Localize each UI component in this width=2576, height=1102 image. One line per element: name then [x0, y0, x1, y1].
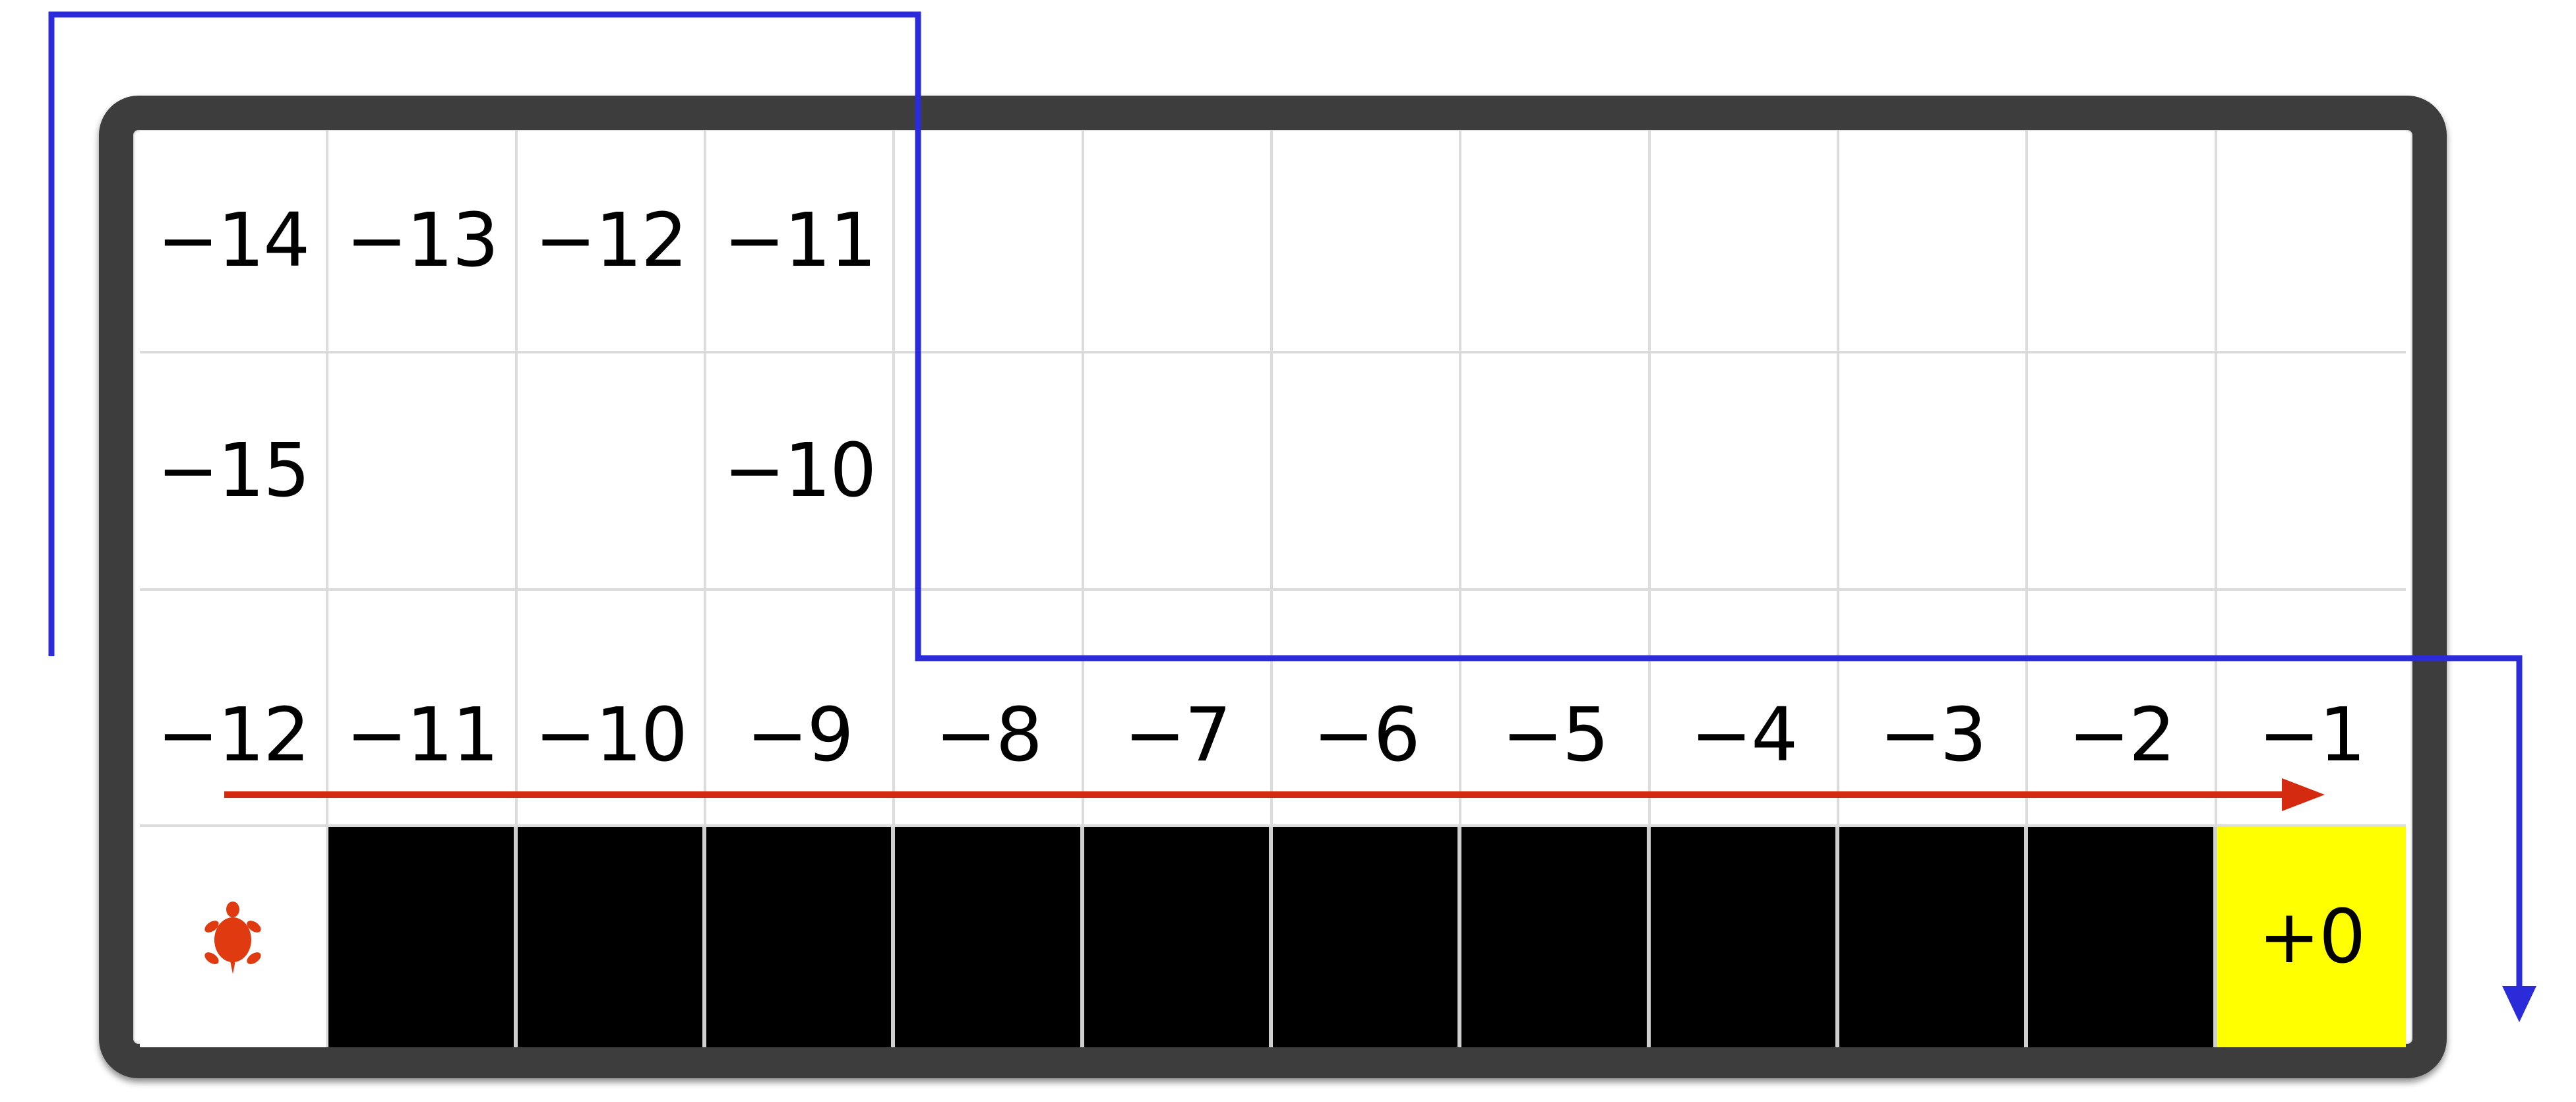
grid-cell	[1839, 131, 2029, 353]
grid-cell: −12	[517, 131, 706, 353]
grid-cell	[328, 353, 518, 591]
grid-cell	[2217, 131, 2406, 353]
black-cell	[706, 827, 896, 1047]
turtle-cell	[140, 827, 329, 1047]
black-cell	[517, 827, 706, 1047]
black-cell	[1650, 827, 1839, 1047]
grid-cell	[2028, 131, 2217, 353]
number-label: −4	[1650, 591, 1839, 827]
grid-cell	[1084, 131, 1273, 353]
turtle-icon	[204, 902, 261, 974]
grid-cell: −15	[140, 353, 329, 591]
black-cell	[1839, 827, 2029, 1047]
number-label: −10	[517, 591, 706, 827]
grid-cell	[1273, 353, 1462, 591]
black-cell	[1273, 827, 1462, 1047]
goal-cell: +0	[2217, 827, 2406, 1047]
grid-cell	[1839, 353, 2029, 591]
black-cell	[895, 827, 1084, 1047]
grid-cell	[1461, 353, 1651, 591]
number-label: −9	[706, 591, 896, 827]
black-cell	[1461, 827, 1651, 1047]
grid-cell	[1273, 131, 1462, 353]
grid-cell	[895, 353, 1084, 591]
grid-cell	[2217, 353, 2406, 591]
number-label: −8	[895, 591, 1084, 827]
number-label: −2	[2028, 591, 2217, 827]
grid-cell	[517, 353, 706, 591]
black-cell	[1084, 827, 1273, 1047]
number-label: −12	[140, 591, 329, 827]
grid-cell: −11	[706, 131, 896, 353]
number-label: −7	[1084, 591, 1273, 827]
number-label: −11	[328, 591, 518, 827]
grid-cell	[895, 131, 1084, 353]
black-cell	[2028, 827, 2217, 1047]
grid-cell: −14	[140, 131, 329, 353]
number-label: −6	[1273, 591, 1462, 827]
grid-cell: −13	[328, 131, 518, 353]
grid-cell	[2028, 353, 2217, 591]
grid-cell	[1650, 131, 1839, 353]
number-grid: −14 −13 −12 −11 −15 −10 −12 −11 −10 −9 −…	[140, 131, 2406, 1047]
grid-cell: −10	[706, 353, 896, 591]
grid-cell	[1461, 131, 1651, 353]
black-cell	[328, 827, 518, 1047]
number-label: −3	[1839, 591, 2029, 827]
grid-cell	[1650, 353, 1839, 591]
number-label: −5	[1461, 591, 1651, 827]
number-label: −1	[2217, 591, 2406, 827]
grid-cell	[1084, 353, 1273, 591]
